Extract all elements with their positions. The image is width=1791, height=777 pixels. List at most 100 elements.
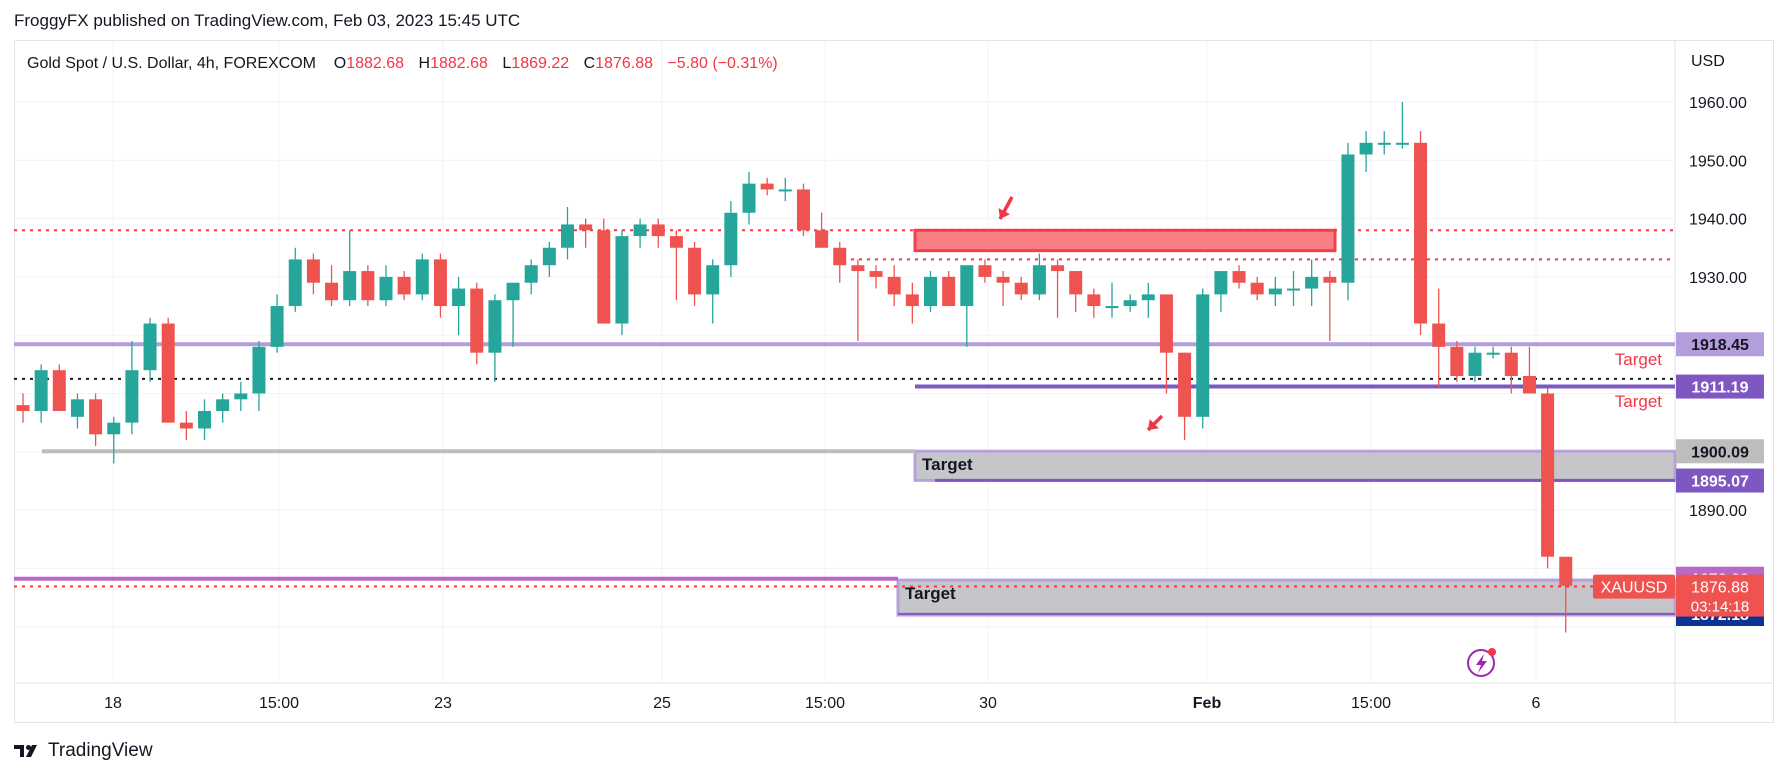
- current-price-tag: [1676, 574, 1764, 617]
- candle-body: [252, 346, 266, 394]
- candle-body: [270, 306, 284, 347]
- candle-body: [742, 183, 756, 213]
- target-label: Target: [1615, 392, 1663, 411]
- legend-symbol: Gold Spot / U.S. Dollar, 4h, FOREXCOM: [27, 55, 316, 72]
- candle-body: [524, 265, 538, 283]
- time-axis-tick: 15:00: [1351, 695, 1391, 712]
- candle-body: [1541, 393, 1555, 557]
- candle-body: [924, 276, 937, 307]
- candle-body: [1087, 294, 1101, 307]
- candle-body: [615, 236, 629, 324]
- price-axis-tick: 1950.00: [1689, 153, 1747, 170]
- candle-body: [1032, 265, 1046, 295]
- candle-body: [34, 370, 48, 411]
- time-axis-tick: 15:00: [805, 695, 845, 712]
- candle-body: [1377, 142, 1391, 145]
- candle-body: [397, 276, 411, 295]
- candle-body: [579, 224, 593, 231]
- legend-high: 1882.68: [430, 55, 488, 72]
- candle-body: [796, 189, 810, 231]
- candle-body: [234, 393, 248, 400]
- price-axis-tick: 1940.00: [1689, 212, 1747, 229]
- legend-open: 1882.68: [346, 55, 405, 72]
- time-axis-tick: 6: [1532, 695, 1541, 712]
- tradingview-brand[interactable]: TradingView: [14, 740, 153, 762]
- candle-body: [452, 288, 466, 307]
- candle-body: [1341, 154, 1355, 283]
- zone-rect: [913, 449, 1677, 482]
- price-axis-tick: 1960.00: [1689, 95, 1747, 112]
- candle-body: [833, 247, 847, 266]
- candle-body: [1250, 282, 1264, 295]
- candle-body: [1069, 271, 1083, 295]
- candle-body: [724, 212, 738, 266]
- candle-body: [597, 230, 611, 324]
- candle-body: [179, 422, 193, 429]
- time-axis-tick: 25: [653, 695, 671, 712]
- candle-body: [1414, 142, 1428, 324]
- candle-body: [1232, 271, 1246, 283]
- candle-body: [542, 247, 556, 266]
- symbol-tag: [1593, 574, 1675, 599]
- chart-frame[interactable]: [14, 40, 1774, 723]
- candle-body: [1196, 294, 1210, 417]
- candle-body: [107, 422, 121, 435]
- candle-body: [887, 276, 901, 295]
- price-axis-tick: 1930.00: [1689, 270, 1747, 287]
- candle-body: [306, 259, 320, 283]
- candle-body: [506, 282, 520, 301]
- publisher-line: FroggyFX published on TradingView.com, F…: [14, 11, 521, 30]
- candle-body: [942, 276, 956, 307]
- candle-body: [688, 247, 702, 295]
- candle-body: [1323, 276, 1337, 283]
- price-tag: [1676, 332, 1764, 357]
- arrow-head-icon: [1148, 419, 1159, 430]
- candle-body: [1123, 300, 1137, 307]
- time-axis-tick: 23: [434, 695, 452, 712]
- candle-body: [1159, 294, 1173, 353]
- candle-body: [651, 224, 665, 237]
- price-tag: [1676, 468, 1764, 493]
- legend-close-label: C: [583, 55, 596, 72]
- candle-body: [433, 259, 447, 307]
- legend-close: 1876.88: [595, 55, 653, 72]
- candle-body: [70, 399, 84, 417]
- zone-rect: [913, 228, 1337, 253]
- candle-body: [1178, 352, 1192, 417]
- time-axis-tick: 18: [104, 695, 122, 712]
- time-axis-tick: 30: [979, 695, 997, 712]
- candle-body: [869, 271, 883, 277]
- candle-body: [905, 294, 919, 307]
- price-tag-value: 1895.07: [1691, 474, 1749, 491]
- candle-body: [760, 183, 774, 190]
- zone-label: Target: [922, 455, 973, 474]
- legend-high-label: H: [418, 55, 431, 72]
- candle-body: [1450, 346, 1464, 377]
- candle-body: [488, 300, 502, 353]
- legend-change: −5.80 (−0.31%): [667, 55, 778, 72]
- candle-body: [1268, 288, 1282, 295]
- event-dot-icon: [1488, 648, 1496, 656]
- candle-body: [996, 276, 1010, 283]
- time-axis-tick: Feb: [1193, 695, 1222, 712]
- candle-body: [1214, 271, 1228, 295]
- candle-body: [1051, 265, 1065, 272]
- current-price-value: 1876.88: [1691, 580, 1749, 597]
- legend-low-label: L: [502, 55, 512, 72]
- chart-legend: Gold Spot / U.S. Dollar, 4h, FOREXCOM O1…: [27, 55, 788, 73]
- zone-rect: [896, 578, 1677, 617]
- price-tag-value: 1918.45: [1691, 337, 1749, 354]
- candle-body: [16, 405, 30, 411]
- bar-countdown: 03:14:18: [1691, 599, 1749, 616]
- price-tag: [1676, 439, 1764, 464]
- candle-body: [325, 282, 339, 301]
- lightning-icon: [1476, 654, 1487, 673]
- candle-body: [470, 288, 484, 353]
- price-tag-value: 1900.09: [1691, 444, 1749, 461]
- candle-body: [1504, 352, 1518, 377]
- candle-body: [216, 399, 230, 411]
- candle-body: [1486, 352, 1500, 355]
- candle-body: [1287, 288, 1300, 291]
- candle-body: [1395, 142, 1409, 145]
